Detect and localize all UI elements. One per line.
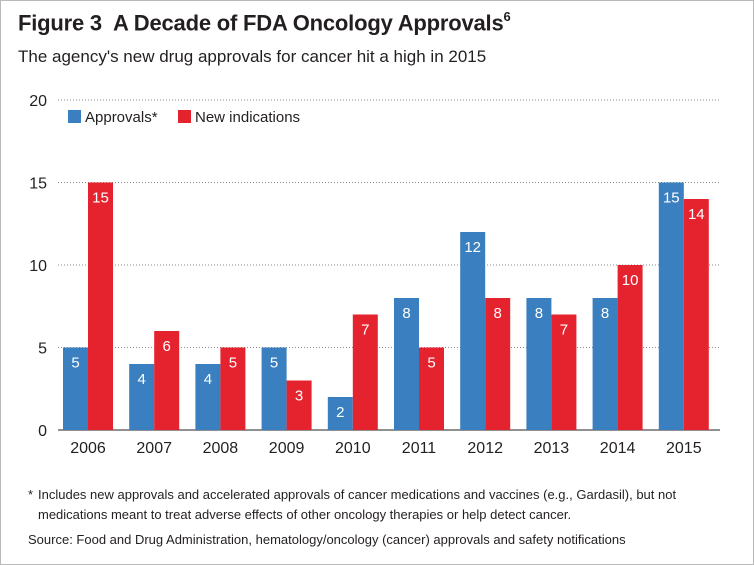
bar-new-indications xyxy=(352,314,378,430)
data-label: 8 xyxy=(601,305,609,322)
data-label: 10 xyxy=(622,272,639,289)
figure-subtitle: The agency's new drug approvals for canc… xyxy=(18,47,487,66)
bar-approvals xyxy=(195,364,221,430)
x-tick-label: 2006 xyxy=(70,440,106,457)
title-footnote-ref: 6 xyxy=(503,9,511,24)
y-tick-label: 10 xyxy=(29,258,47,275)
bar-approvals xyxy=(526,298,552,430)
bar-new-indications xyxy=(88,182,113,430)
footnote-marker: * xyxy=(28,487,34,502)
y-tick-label: 15 xyxy=(29,176,47,193)
bar-new-indications xyxy=(485,298,511,430)
data-label: 4 xyxy=(138,371,146,388)
footnote-text: Includes new approvals and accelerated a… xyxy=(38,487,677,522)
data-label: 5 xyxy=(270,355,278,372)
x-tick-label: 2012 xyxy=(467,440,503,457)
figure-label: Figure 3 xyxy=(18,10,102,36)
bar-approvals xyxy=(394,298,419,430)
bar-approvals xyxy=(592,298,618,430)
bar-new-indications xyxy=(617,265,643,430)
bar-new-indications xyxy=(154,331,180,430)
bar-new-indications xyxy=(683,199,709,430)
data-label: 8 xyxy=(402,305,410,322)
bar-new-indications xyxy=(286,380,312,430)
figure-title: Figure 3 A Decade of FDA Oncology Approv… xyxy=(18,9,511,36)
bar-chart: 0510152051520064620074520085320092720108… xyxy=(29,93,720,457)
bar-approvals xyxy=(658,182,684,430)
x-tick-label: 2008 xyxy=(203,440,239,457)
y-tick-label: 20 xyxy=(29,93,47,110)
data-label: 5 xyxy=(427,355,435,372)
data-label: 14 xyxy=(688,206,705,223)
x-tick-label: 2015 xyxy=(666,440,702,457)
data-label: 8 xyxy=(494,305,502,322)
data-label: 12 xyxy=(464,239,481,256)
data-label: 4 xyxy=(204,371,212,388)
x-tick-label: 2011 xyxy=(402,440,437,457)
x-tick-label: 2014 xyxy=(600,440,636,457)
x-tick-label: 2007 xyxy=(136,440,172,457)
data-label: 8 xyxy=(535,305,543,322)
title-text: A Decade of FDA Oncology Approvals xyxy=(113,10,504,36)
data-label: 3 xyxy=(295,388,303,405)
x-tick-label: 2013 xyxy=(534,440,570,457)
data-label: 7 xyxy=(361,322,369,339)
legend-label-approvals: Approvals* xyxy=(85,109,158,126)
data-label: 5 xyxy=(71,355,79,372)
footnote: * Includes new approvals and accelerated… xyxy=(28,485,728,525)
data-label: 6 xyxy=(163,338,171,355)
data-label: 2 xyxy=(336,404,344,421)
source-note: Source: Food and Drug Administration, he… xyxy=(28,532,626,547)
legend-swatch-new-indications xyxy=(178,110,191,123)
bar-new-indications xyxy=(419,347,444,430)
bar-approvals xyxy=(261,347,287,430)
data-label: 5 xyxy=(229,355,237,372)
bar-approvals xyxy=(327,397,353,430)
data-label: 15 xyxy=(92,190,109,207)
data-label: 7 xyxy=(560,322,568,339)
bar-approvals xyxy=(129,364,155,430)
bar-approvals xyxy=(460,232,486,430)
y-tick-label: 0 xyxy=(38,423,47,440)
y-tick-label: 5 xyxy=(38,341,47,358)
bar-new-indications xyxy=(220,347,246,430)
legend-swatch-approvals xyxy=(68,110,81,123)
bar-new-indications xyxy=(551,314,577,430)
bar-approvals xyxy=(63,347,88,430)
x-tick-label: 2010 xyxy=(335,440,371,457)
x-tick-label: 2009 xyxy=(269,440,305,457)
data-label: 15 xyxy=(663,190,680,207)
legend-label-new-indications: New indications xyxy=(195,109,300,126)
